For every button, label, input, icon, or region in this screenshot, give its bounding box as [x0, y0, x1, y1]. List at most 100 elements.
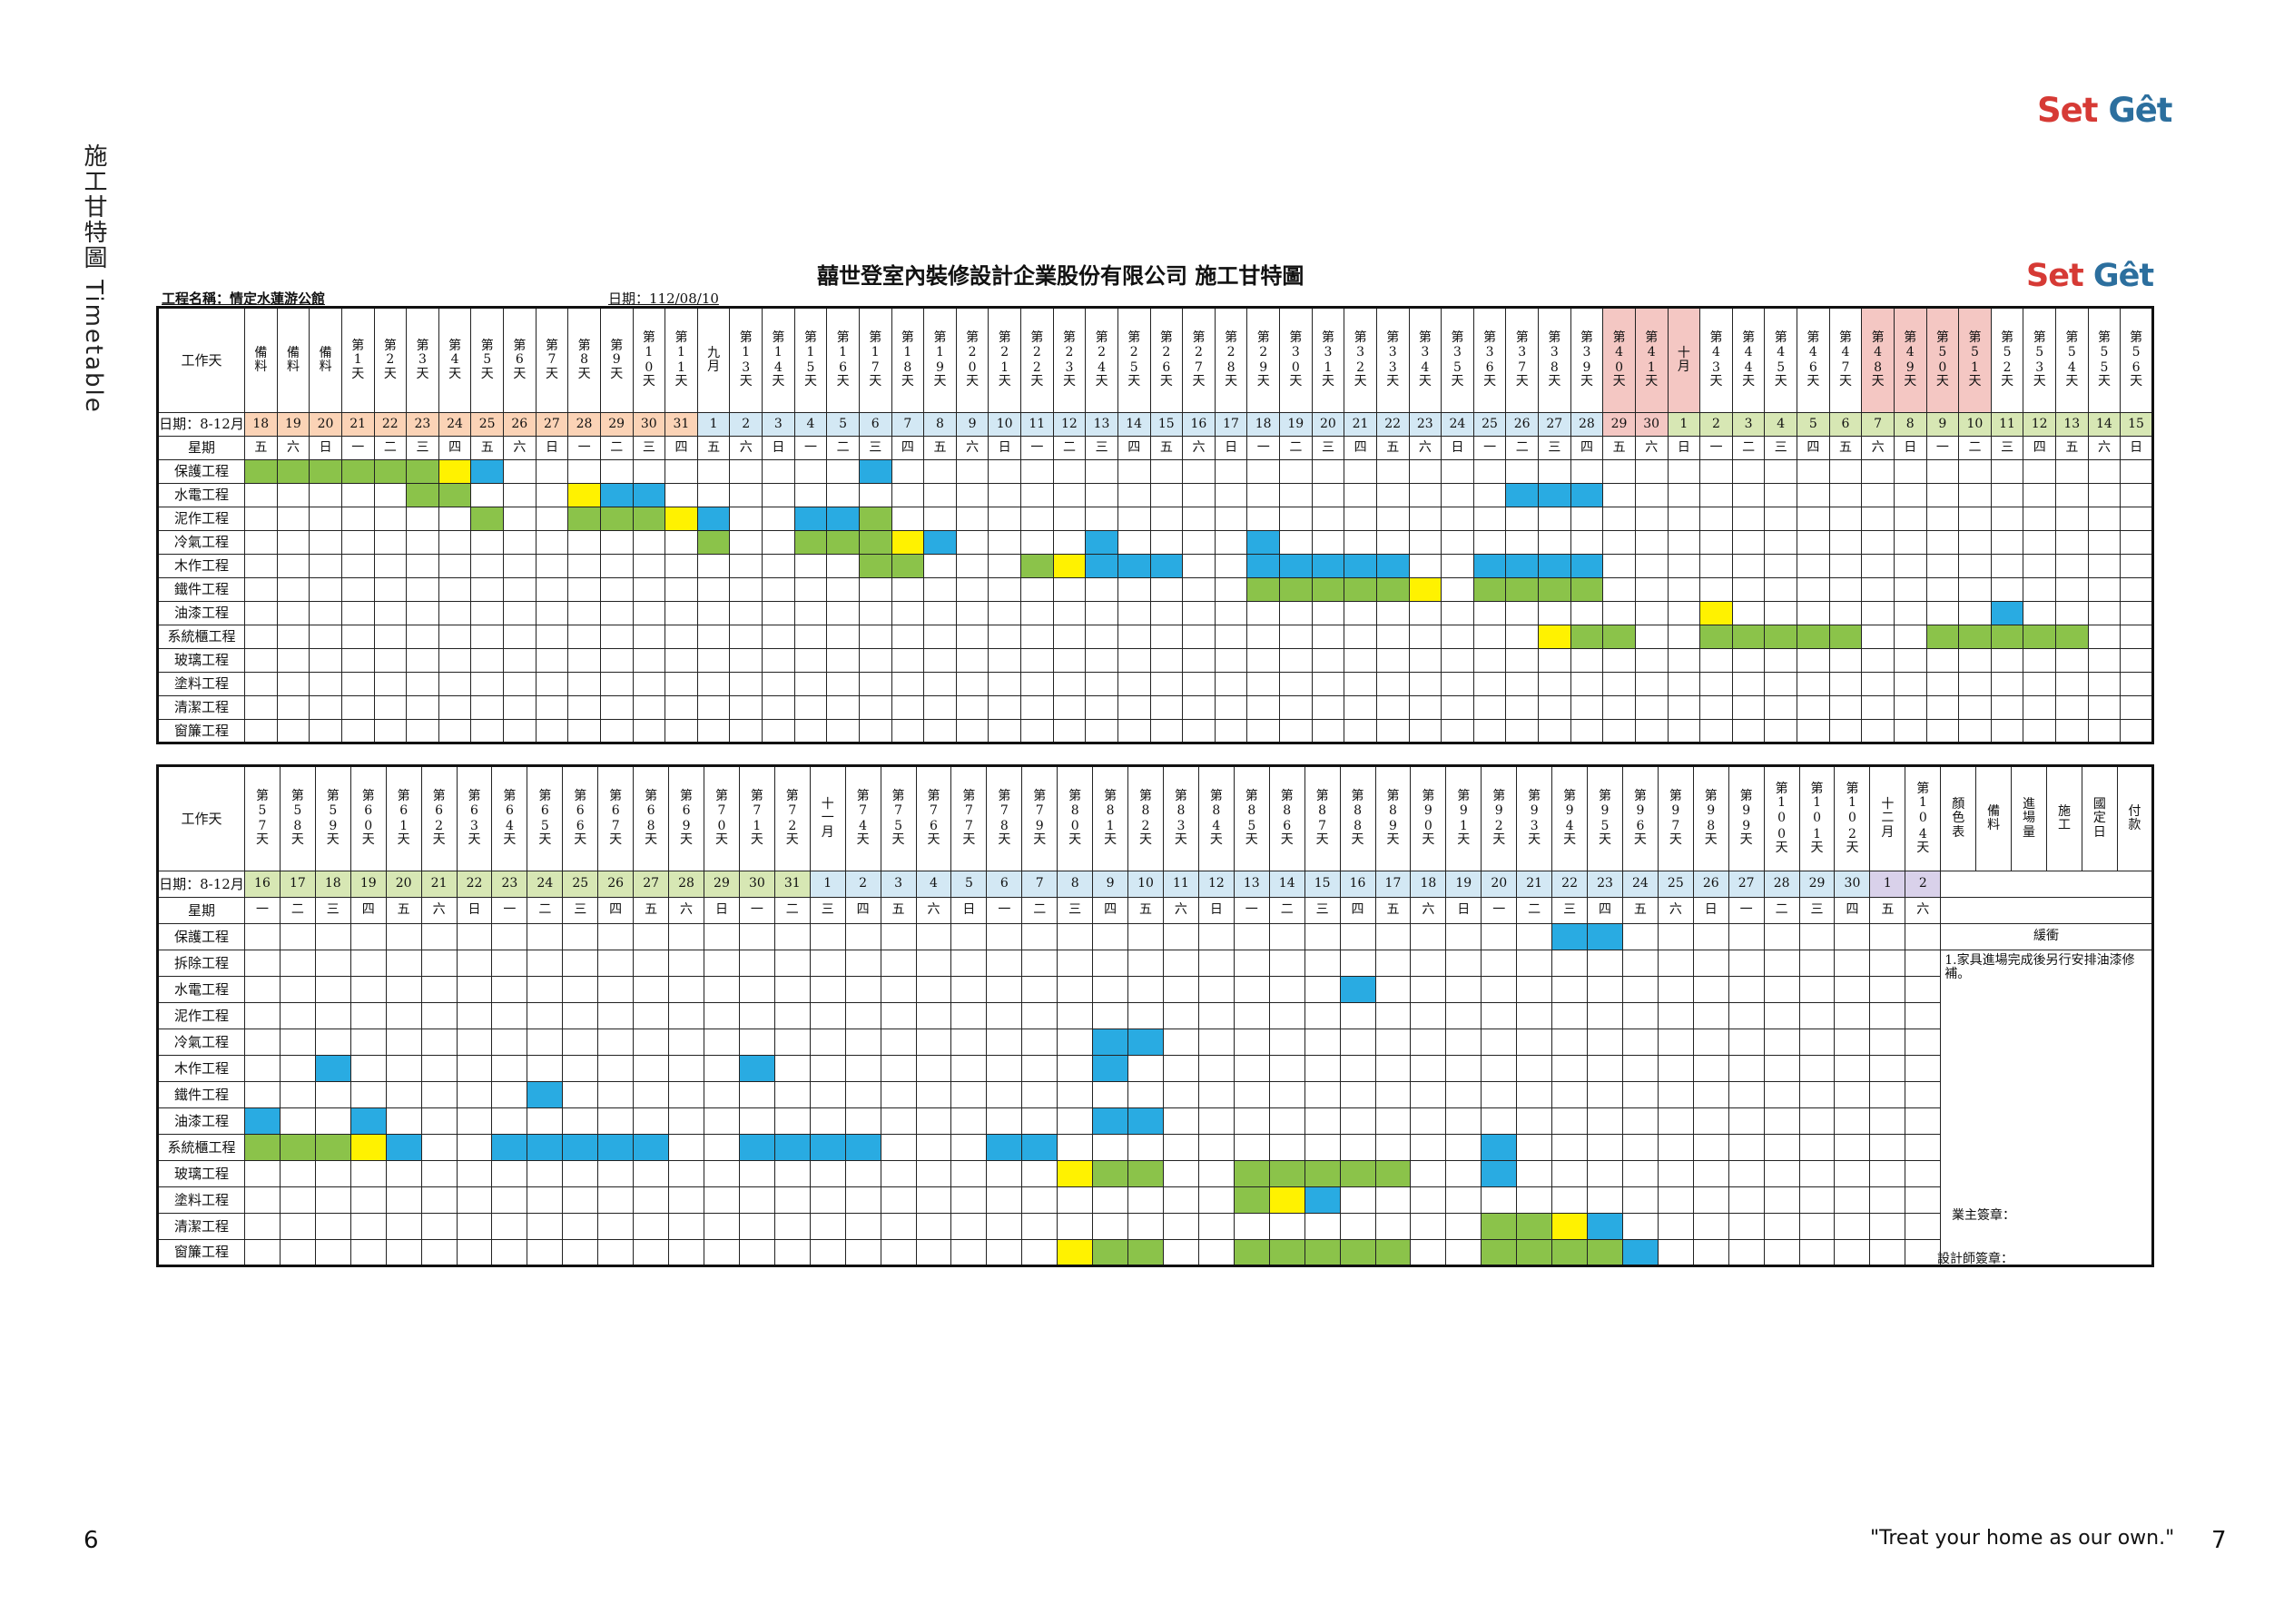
gantt-cell	[1905, 1134, 1942, 1161]
gantt-cell	[1197, 1239, 1235, 1266]
gantt-cell	[665, 672, 698, 696]
gantt-cell	[1990, 577, 2024, 602]
gantt-cell	[1117, 625, 1151, 649]
gantt-cell	[438, 695, 472, 720]
gantt-cell	[503, 507, 537, 531]
gantt-cell	[1925, 625, 1960, 649]
gantt-cell	[858, 530, 892, 555]
weekday-cell: 四	[665, 436, 698, 460]
gantt-cell	[456, 976, 493, 1003]
gantt-cell	[527, 1239, 564, 1266]
gantt-cell	[738, 1055, 775, 1082]
gantt-cell	[1602, 648, 1636, 673]
gantt-cell	[1764, 530, 1797, 555]
gantt-cell	[1214, 625, 1248, 649]
weekday-cell: 二	[1052, 436, 1087, 460]
gantt-cell	[1057, 1186, 1094, 1214]
gantt-cell	[1797, 459, 1830, 484]
gantt-cell	[279, 1002, 316, 1029]
gantt-cell	[891, 483, 925, 507]
gantt-cell	[762, 507, 795, 531]
gantt-cell	[1410, 1213, 1447, 1240]
gantt-cell	[1441, 648, 1474, 673]
gantt-cell	[1905, 1107, 1942, 1135]
gantt-cell	[1117, 672, 1151, 696]
gantt-cell	[314, 976, 351, 1003]
gantt-cell	[858, 625, 892, 649]
gantt-cell	[1410, 1081, 1447, 1108]
gantt-cell	[276, 483, 310, 507]
gantt-cell	[988, 648, 1021, 673]
gantt-cell	[2055, 554, 2089, 578]
gantt-cell	[880, 923, 917, 950]
gantt-cell	[1408, 459, 1442, 484]
gantt-cell	[668, 950, 704, 977]
gantt-cell	[1344, 625, 1377, 649]
gantt-cell	[665, 554, 698, 578]
task-label: 冷氣工程	[157, 530, 245, 555]
gantt-cell	[276, 554, 310, 578]
gantt-cell	[491, 1160, 528, 1187]
date-cell: 28	[1763, 871, 1800, 898]
gantt-cell	[1990, 507, 2024, 531]
date-cell: 21	[1344, 412, 1377, 437]
gantt-cell	[373, 601, 408, 625]
date-cell: 22	[1375, 412, 1410, 437]
gantt-cell	[309, 648, 342, 673]
gantt-cell	[373, 577, 408, 602]
weekday-cell: 一	[1728, 897, 1765, 924]
gantt-cell	[1445, 1213, 1482, 1240]
gantt-cell	[1990, 459, 2024, 484]
date-cell: 13	[1233, 871, 1270, 898]
gantt-cell	[703, 1186, 740, 1214]
gantt-cell	[632, 672, 666, 696]
gantt-cell	[858, 507, 892, 531]
gantt-cell	[1052, 625, 1087, 649]
gantt-cell	[1057, 1002, 1094, 1029]
gantt-cell	[470, 695, 504, 720]
gantt-cell	[1311, 459, 1345, 484]
gantt-cell	[1621, 1081, 1659, 1108]
gantt-cell	[696, 601, 731, 625]
gantt-cell	[1481, 1186, 1518, 1214]
date-cell: 4	[1764, 412, 1797, 437]
date-cell: 5	[826, 412, 860, 437]
gantt-cell	[244, 672, 278, 696]
workday-cell: 十二月	[1869, 765, 1906, 871]
gantt-cell	[880, 1002, 917, 1029]
gantt-cell	[1021, 1107, 1058, 1135]
gantt-cell	[1246, 483, 1280, 507]
gantt-cell	[1472, 507, 1507, 531]
gantt-cell	[633, 1029, 670, 1056]
gantt-cell	[470, 530, 504, 555]
gantt-cell	[1117, 554, 1151, 578]
gantt-cell	[314, 1029, 351, 1056]
gantt-cell	[1692, 1107, 1729, 1135]
gantt-cell	[406, 507, 439, 531]
gantt-cell	[1834, 1134, 1871, 1161]
gantt-cell	[535, 554, 569, 578]
gantt-cell	[314, 1081, 351, 1108]
gantt-cell	[309, 554, 342, 578]
gantt-cell	[668, 923, 704, 950]
gantt-cell	[923, 601, 957, 625]
gantt-cell	[470, 577, 504, 602]
gantt-cell	[1311, 625, 1345, 649]
weekday-cell: 四	[1570, 436, 1604, 460]
gantt-cell	[729, 554, 763, 578]
gantt-cell	[1057, 1134, 1094, 1161]
gantt-cell	[1279, 459, 1313, 484]
gantt-cell	[1445, 1002, 1482, 1029]
gantt-cell	[599, 530, 634, 555]
gantt-cell	[276, 648, 310, 673]
gantt-cell	[1092, 1002, 1129, 1029]
gantt-cell	[1279, 648, 1313, 673]
gantt-cell	[244, 1107, 281, 1135]
gantt-cell	[826, 483, 860, 507]
logo-text-a: Set	[2037, 91, 2098, 130]
